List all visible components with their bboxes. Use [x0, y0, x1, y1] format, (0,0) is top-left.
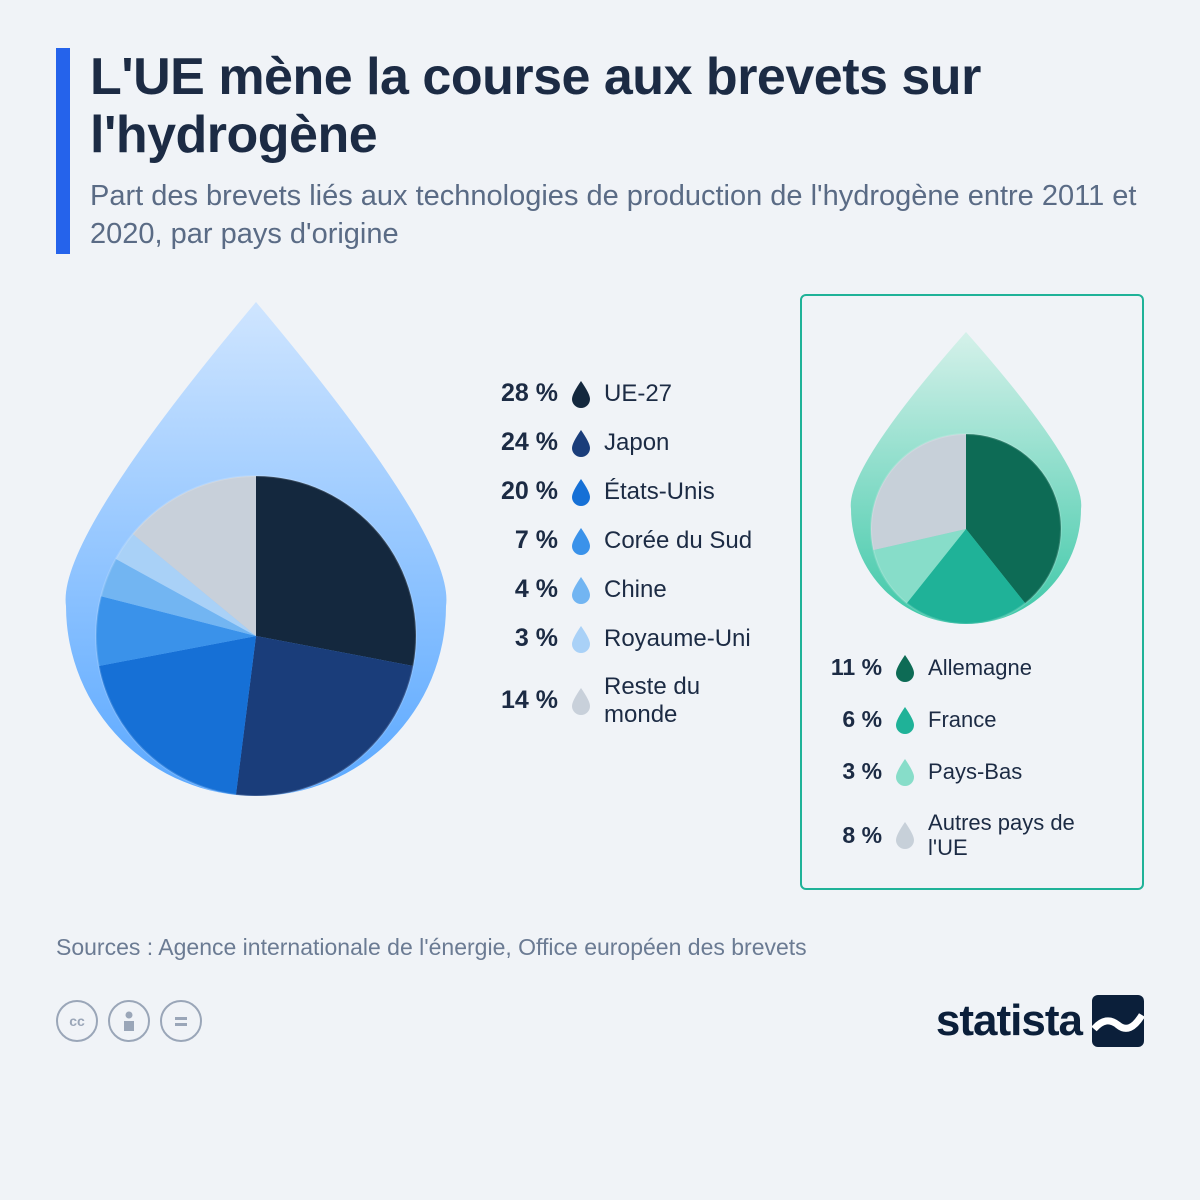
legend-item: 11 % Allemagne — [814, 654, 1118, 682]
cc-license-icons: cc — [56, 1000, 202, 1042]
legend-label: Royaume-Uni — [604, 625, 751, 653]
legend-item: 6 % France — [814, 706, 1118, 734]
legend-pct: 7 % — [484, 526, 558, 555]
nd-icon — [160, 1000, 202, 1042]
legend-label: États-Unis — [604, 478, 715, 506]
by-icon — [108, 1000, 150, 1042]
legend-item: 14 % Reste du monde — [484, 673, 774, 728]
page-subtitle: Part des brevets liés aux technologies d… — [90, 178, 1144, 253]
legend-label: UE-27 — [604, 380, 672, 408]
legend-pct: 20 % — [484, 477, 558, 506]
page-title: L'UE mène la course aux brevets sur l'hy… — [90, 48, 1144, 164]
legend-item: 24 % Japon — [484, 428, 774, 457]
statista-text: statista — [936, 996, 1082, 1046]
breakout-legend: 11 % Allemagne 6 % France 3 % Pays-Bas 8… — [814, 654, 1118, 861]
legend-item: 20 % États-Unis — [484, 477, 774, 506]
legend-pct: 3 % — [484, 624, 558, 653]
legend-item: 3 % Pays-Bas — [814, 758, 1118, 786]
legend-item: 8 % Autres pays de l'UE — [814, 810, 1118, 861]
legend-pct: 3 % — [814, 758, 882, 785]
legend-label: Allemagne — [928, 655, 1032, 680]
legend-label: Japon — [604, 429, 669, 457]
footer: cc statista — [56, 995, 1144, 1047]
legend-item: 28 % UE-27 — [484, 379, 774, 408]
main-drop — [56, 294, 456, 814]
breakout-box: 11 % Allemagne 6 % France 3 % Pays-Bas 8… — [800, 294, 1144, 891]
svg-text:cc: cc — [69, 1013, 85, 1029]
legend-pct: 11 % — [814, 654, 882, 681]
legend-pct: 6 % — [814, 706, 882, 733]
main-legend: 28 % UE-27 24 % Japon 20 % États-Unis 7 … — [484, 379, 774, 728]
statista-wave-icon — [1092, 995, 1144, 1047]
legend-label: Pays-Bas — [928, 759, 1022, 784]
legend-pct: 14 % — [484, 686, 558, 715]
accent-bar — [56, 48, 70, 254]
legend-item: 3 % Royaume-Uni — [484, 624, 774, 653]
legend-item: 4 % Chine — [484, 575, 774, 604]
legend-label: Corée du Sud — [604, 527, 752, 555]
charts-area: 28 % UE-27 24 % Japon 20 % États-Unis 7 … — [56, 294, 1144, 891]
legend-item: 7 % Corée du Sud — [484, 526, 774, 555]
statista-logo: statista — [936, 995, 1144, 1047]
legend-pct: 28 % — [484, 379, 558, 408]
breakout-pie-chart — [841, 326, 1091, 636]
main-chart-block: 28 % UE-27 24 % Japon 20 % États-Unis 7 … — [56, 294, 774, 814]
legend-pct: 24 % — [484, 428, 558, 457]
legend-label: Chine — [604, 576, 667, 604]
legend-label: France — [928, 707, 996, 732]
cc-icon: cc — [56, 1000, 98, 1042]
main-pie-chart — [56, 294, 456, 814]
legend-label: Reste du monde — [604, 673, 774, 728]
legend-pct: 4 % — [484, 575, 558, 604]
legend-pct: 8 % — [814, 822, 882, 849]
header: L'UE mène la course aux brevets sur l'hy… — [56, 48, 1144, 254]
legend-label: Autres pays de l'UE — [928, 810, 1118, 861]
sources-text: Sources : Agence internationale de l'éne… — [56, 934, 1144, 961]
